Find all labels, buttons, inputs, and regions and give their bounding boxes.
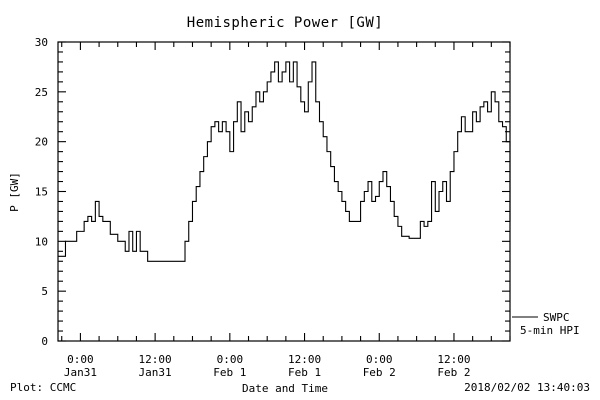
x-tick-label-date: Feb 1 xyxy=(288,366,321,379)
y-tick-label: 25 xyxy=(35,86,48,99)
chart-title: Hemispheric Power [GW] xyxy=(187,15,383,31)
legend-label-line1: SWPC xyxy=(543,311,570,324)
footer-left-credit: Plot: CCMC xyxy=(10,381,76,394)
x-tick-label-time: 12:00 xyxy=(288,353,321,366)
y-axis-title: P [GW] xyxy=(8,172,21,212)
data-series-line xyxy=(58,61,511,262)
x-tick-label-time: 12:00 xyxy=(437,353,470,366)
x-tick-label-time: 0:00 xyxy=(366,353,393,366)
y-tick-label: 5 xyxy=(41,285,48,298)
x-tick-label-time: 12:00 xyxy=(139,353,172,366)
x-tick-label-date: Feb 1 xyxy=(213,366,246,379)
x-tick-label-time: 0:00 xyxy=(67,353,94,366)
x-axis-ticks xyxy=(61,42,511,341)
x-axis-title: Date and Time xyxy=(242,382,328,395)
y-tick-label: 0 xyxy=(41,335,48,348)
y-tick-label: 15 xyxy=(35,186,48,199)
y-axis-labels: 0 5 10 15 20 25 30 xyxy=(35,36,48,348)
x-tick-label-date: Feb 2 xyxy=(363,366,396,379)
legend: SWPC 5-min HPI xyxy=(512,311,580,337)
y-tick-label: 30 xyxy=(35,36,48,49)
y-tick-label: 20 xyxy=(35,136,48,149)
x-tick-label-date: Jan31 xyxy=(64,366,97,379)
y-tick-label: 10 xyxy=(35,235,48,248)
footer-right-timestamp: 2018/02/02 13:40:03 xyxy=(464,381,590,394)
x-tick-label-time: 0:00 xyxy=(217,353,244,366)
x-tick-label-date: Feb 2 xyxy=(437,366,470,379)
data-series-group xyxy=(58,61,511,262)
x-tick-label-date: Jan31 xyxy=(139,366,172,379)
legend-label-line2: 5-min HPI xyxy=(520,324,580,337)
